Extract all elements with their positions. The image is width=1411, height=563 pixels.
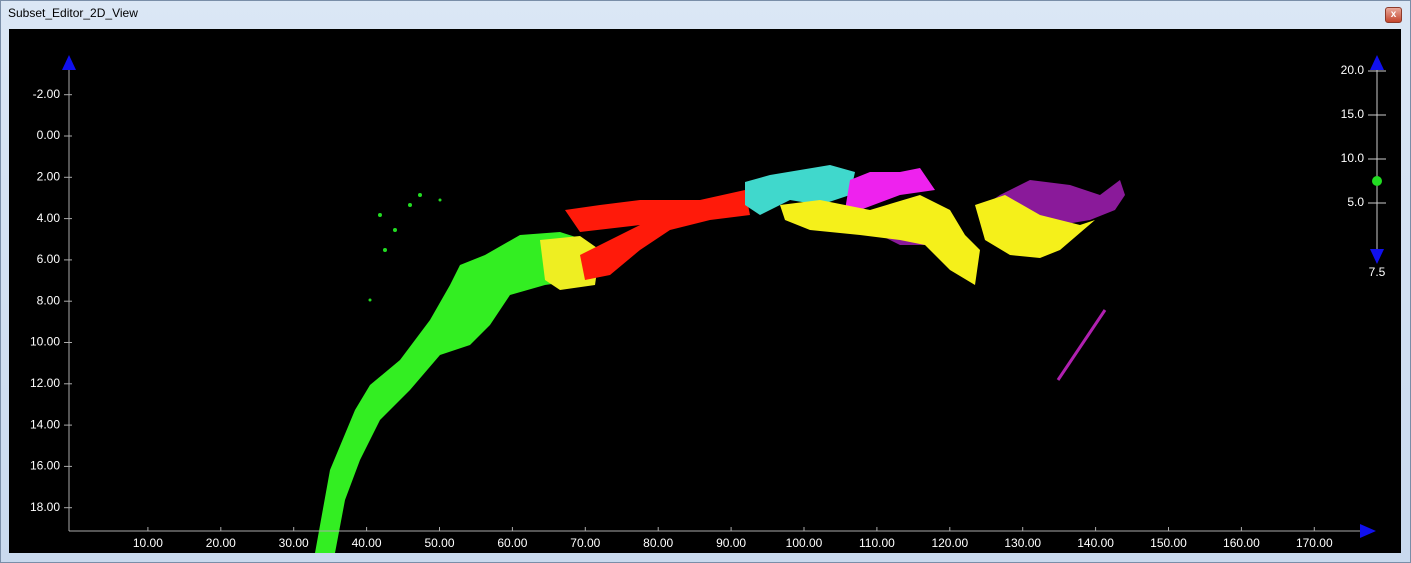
slider-tick-label: 5.0 [1347,195,1364,209]
slider-tick-label: 15.0 [1341,107,1365,121]
point [408,203,412,207]
x-tick-label: 40.00 [352,536,382,550]
green-scatter [369,193,442,302]
point [393,228,397,232]
x-tick-label: 90.00 [716,536,746,550]
y-tick-label: 16.00 [30,459,60,473]
slider-tick-label: 10.0 [1341,151,1365,165]
point-cloud [315,165,1125,553]
x-tick-label: 170.00 [1296,536,1333,550]
yellow-subset [780,195,980,285]
x-tick-label: 130.00 [1004,536,1041,550]
x-tick-label: 20.00 [206,536,236,550]
close-button[interactable]: x [1385,7,1402,23]
y-tick-label: 0.00 [37,128,61,142]
point [383,248,387,252]
x-tick-label: 50.00 [424,536,454,550]
y-tick-label: 18.00 [30,500,60,514]
point [378,213,382,217]
x-tick-label: 160.00 [1223,536,1260,550]
magenta-streak [1058,310,1105,380]
point [439,199,442,202]
x-tick-label: 140.00 [1077,536,1114,550]
view-canvas: 10.00 20.00 30.00 40.00 50.00 60.00 70.00 80.00… [9,29,1401,553]
red-subset [565,190,750,280]
y-tick-label: -2.00 [33,87,61,101]
slider-down-arrow[interactable] [1370,249,1384,264]
x-tick-label: 30.00 [279,536,309,550]
y-tick-label: 2.00 [37,169,61,183]
y-tick-label: 10.00 [30,335,60,349]
x-tick-label: 100.00 [786,536,823,550]
point [418,193,422,197]
slider-handle[interactable] [1372,176,1382,186]
green-subset [315,232,585,553]
x-tick-label: 10.00 [133,536,163,550]
x-tick-label: 110.00 [859,536,895,550]
title-bar: Subset_Editor_2D_View x [1,1,1410,25]
axes: 10.00 20.00 30.00 40.00 50.00 60.00 70.00 80.00… [30,55,1386,550]
slider-up-arrow[interactable] [1370,55,1384,70]
x-tick-label: 60.00 [497,536,527,550]
y-tick-label: 14.00 [30,417,60,431]
slider-tick-label: 20.0 [1341,63,1365,77]
point [369,299,372,302]
x-tick-label: 70.00 [570,536,600,550]
x-tick-label: 120.00 [931,536,968,550]
y-tick-label: 12.00 [30,376,60,390]
x-tick-label: 150.00 [1150,536,1187,550]
y-tick-label: 8.00 [37,293,61,307]
x-axis-arrow [1360,524,1376,538]
window-title: Subset_Editor_2D_View [8,6,138,20]
x-tick-label: 80.00 [643,536,673,550]
y-tick-label: 4.00 [37,211,61,225]
y-tick-label: 6.00 [37,252,61,266]
slider-value-label: 7.5 [1369,265,1386,279]
y-axis-arrow [62,55,76,70]
